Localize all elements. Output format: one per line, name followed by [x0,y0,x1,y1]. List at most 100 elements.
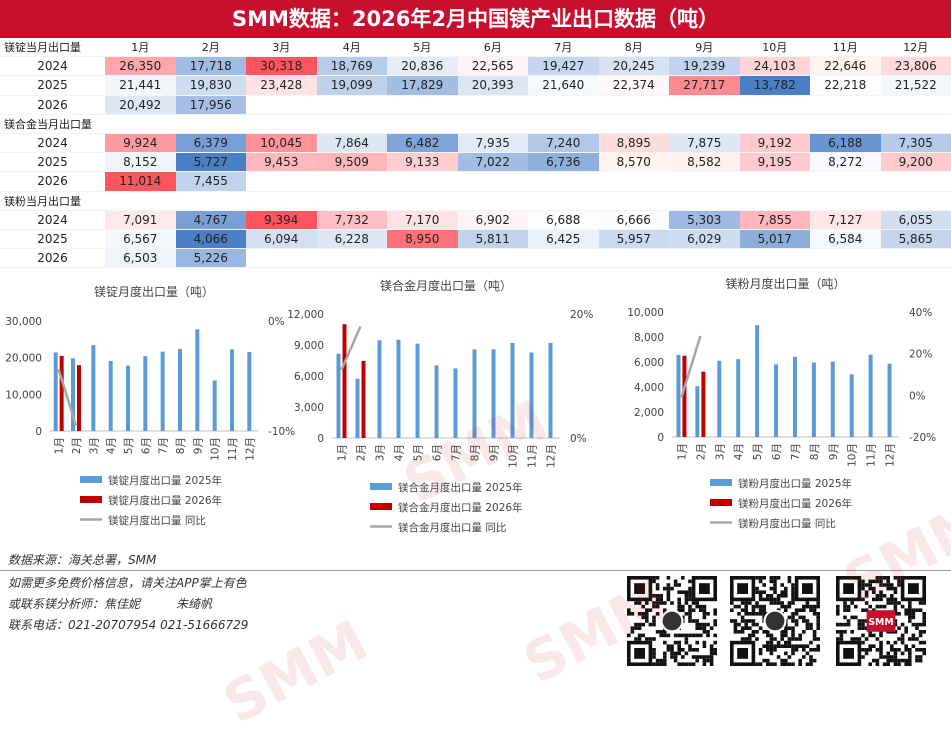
qr-module [706,623,710,627]
qr-module [677,634,681,638]
qr-module [780,594,784,598]
value-cell: 6,055 [881,210,951,229]
qr-module [919,630,923,634]
qr-module [843,608,847,612]
qr-module [692,634,696,638]
qr-module [685,594,689,598]
qr-module [773,662,777,666]
qr-module [908,608,912,612]
qr-module [795,648,799,652]
value-cell [669,95,740,114]
qr-finder [699,583,710,594]
qr-module [816,612,820,616]
empty-cell [881,114,951,133]
qr-module [762,608,766,612]
qr-module [922,641,926,645]
qr-module [901,652,905,656]
qr-module [659,662,663,666]
qr-module [788,616,792,620]
qr-module [737,630,741,634]
qr-module [798,659,802,663]
qr-module [847,605,851,609]
y2-tick-label: 0% [268,316,285,328]
value-cell: 6,379 [176,133,247,152]
qr-module [865,648,869,652]
qr-module [773,580,777,584]
qr-module [854,616,858,620]
qr-module [710,652,714,656]
y2-tick-label: 20% [570,309,593,321]
value-cell: 5,017 [740,229,811,248]
legend-label: 镁锭月度出口量 同比 [108,514,206,527]
qr-module [663,634,667,638]
qr-module [788,662,792,666]
qr-module [813,630,817,634]
qr-module [780,605,784,609]
value-cell: 19,239 [669,57,740,76]
qr-module [681,590,685,594]
qr-module [667,634,671,638]
value-cell: 13,782 [740,76,811,95]
qr-module [791,590,795,594]
qr-module [894,659,898,663]
qr-module [755,587,759,591]
value-cell [458,95,529,114]
qr-module [752,608,756,612]
qr-module [766,659,770,663]
qr-module [809,605,813,609]
value-cell: 8,152 [105,153,176,172]
qr-module [652,652,656,656]
value-cell: 9,192 [740,133,811,152]
qr-module [766,634,770,638]
value-cell [458,172,529,191]
qr-module [670,587,674,591]
qr-module [816,601,820,605]
qr-module [692,608,696,612]
qr-module [770,587,774,591]
qr-module [908,659,912,663]
x-tick-label: 3月 [375,444,387,461]
qr-module [806,623,810,627]
value-cell: 8,570 [599,153,670,172]
value-cell: 27,717 [669,76,740,95]
x-tick-label: 2月 [71,437,83,454]
qr-module [710,648,714,652]
year-label: 2024 [0,210,105,229]
qr-module [677,641,681,645]
x-tick-label: 3月 [714,443,726,460]
qr-module [816,623,820,627]
qr-module [791,594,795,598]
qr-module [667,598,671,602]
qr-module [748,626,752,630]
qr-module [688,590,692,594]
empty-cell [105,114,176,133]
qr-module [770,641,774,645]
qr-module [806,652,810,656]
qr-module [703,605,707,609]
qr-module [840,637,844,641]
value-cell: 9,200 [881,153,951,172]
qr-module [840,634,844,638]
value-cell: 5,303 [669,210,740,229]
qr-module [752,634,756,638]
y-tick-label: 0 [657,432,664,444]
value-cell: 7,855 [740,210,811,229]
qr-module [912,608,916,612]
qr-module [813,605,817,609]
qr-module [791,630,795,634]
qr-module [692,601,696,605]
value-cell [599,95,670,114]
value-cell: 20,836 [387,57,458,76]
qr-module [802,619,806,623]
qr-module [890,644,894,648]
qr-module [850,616,854,620]
qr-module [912,612,916,616]
qr-module [677,652,681,656]
qr-module [795,612,799,616]
qr-module [861,619,865,623]
qr-module [762,659,766,663]
qr-module [677,605,681,609]
qr-module [908,601,912,605]
